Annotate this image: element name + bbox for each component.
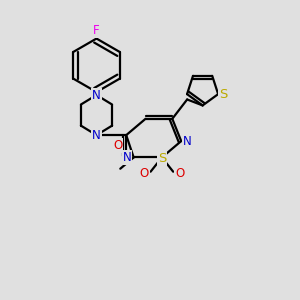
Text: N: N: [183, 135, 192, 148]
Text: N: N: [92, 88, 101, 101]
Text: N: N: [92, 129, 101, 142]
Text: S: S: [158, 152, 166, 165]
Text: N: N: [123, 151, 131, 164]
Text: O: O: [140, 167, 149, 180]
Text: O: O: [113, 139, 122, 152]
Text: O: O: [175, 167, 184, 180]
Text: F: F: [93, 24, 100, 37]
Text: S: S: [219, 88, 228, 100]
